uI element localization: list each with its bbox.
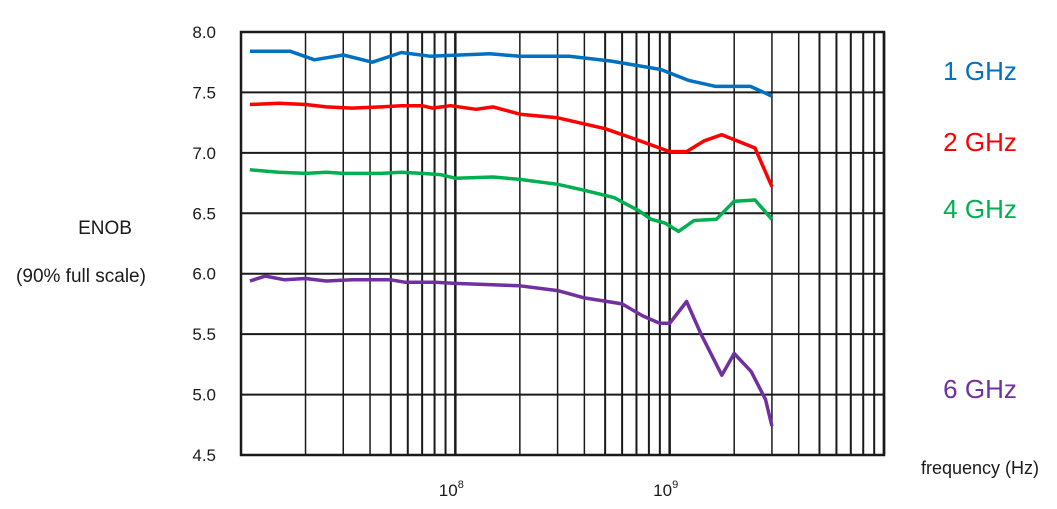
x-axis-ticks: 108 109 — [439, 479, 678, 500]
y-tick-label: 5.0 — [192, 386, 216, 405]
y-tick-label: 6.0 — [192, 265, 216, 284]
legend-label-4-ghz: 4 GHz — [943, 194, 1017, 224]
series-line-1-ghz — [249, 49, 773, 98]
y-axis-label: ENOB — [78, 218, 132, 239]
y-axis-sublabel: (90% full scale) — [16, 266, 146, 287]
y-axis-ticks: 8.0 7.5 7.0 6.5 6.0 5.5 5.0 4.5 — [192, 23, 216, 465]
y-tick-label: 7.0 — [192, 144, 216, 163]
series-lines — [249, 49, 774, 427]
legend-label-1-ghz: 1 GHz — [943, 56, 1017, 86]
y-tick-label: 5.5 — [192, 325, 216, 344]
series-line-6-ghz — [249, 274, 774, 427]
series-line-4-ghz — [249, 168, 774, 234]
y-tick-label: 8.0 — [192, 23, 216, 42]
grid-lines — [241, 31, 886, 456]
x-axis-label: frequency (Hz) — [921, 458, 1039, 478]
x-tick-label: 108 — [439, 479, 464, 500]
y-tick-label: 4.5 — [192, 446, 216, 465]
legend-label-2-ghz: 2 GHz — [943, 127, 1017, 157]
plot-frame — [239, 30, 886, 457]
legend-label-6-ghz: 6 GHz — [943, 374, 1017, 404]
y-tick-label: 7.5 — [192, 83, 216, 102]
y-tick-label: 6.5 — [192, 204, 216, 223]
x-tick-label: 109 — [653, 479, 678, 500]
series-labels: 1 GHz 2 GHz 4 GHz 6 GHz — [943, 56, 1017, 404]
series-line-2-ghz — [249, 101, 774, 188]
